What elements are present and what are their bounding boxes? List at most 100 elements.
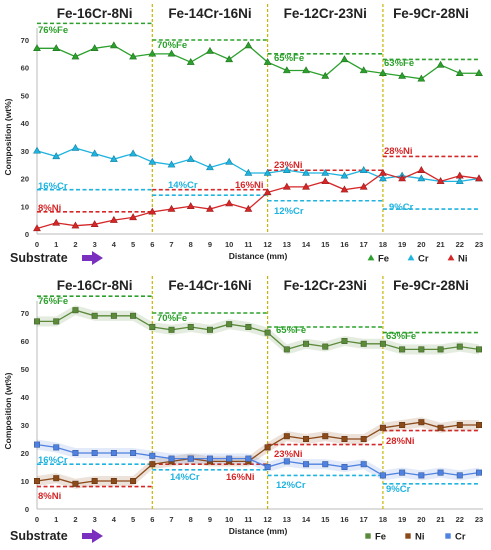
nominal-label: 8%Ni — [38, 203, 61, 214]
x-tick-label: 0 — [35, 240, 39, 249]
legend-marker — [365, 533, 371, 539]
data-point — [91, 312, 98, 319]
data-point — [186, 154, 195, 162]
x-tick-label: 11 — [244, 515, 252, 524]
data-point — [129, 149, 138, 157]
y-tick-label: 40 — [21, 393, 29, 402]
data-point — [72, 307, 79, 314]
x-tick-label: 13 — [283, 240, 291, 249]
y-tick-label: 70 — [21, 309, 29, 318]
x-tick-label: 0 — [35, 515, 39, 524]
chart-panel-2: Fe-16Cr-8Ni Fe-14Cr-16Ni Fe-12Cr-23Ni Fe-9C… — [3, 276, 483, 543]
data-point — [359, 66, 368, 74]
x-tick-label: 21 — [436, 515, 444, 524]
nominal-label: 16%Cr — [38, 181, 68, 192]
data-point — [283, 433, 290, 440]
data-point — [455, 177, 464, 185]
legend-marker — [447, 254, 455, 261]
data-point — [340, 171, 349, 179]
x-tick-label: 18 — [379, 515, 387, 524]
data-point — [399, 421, 406, 428]
x-tick-label: 1 — [54, 240, 58, 249]
nominal-label: 12%Cr — [276, 480, 306, 491]
data-point — [379, 340, 386, 347]
x-tick-label: 19 — [398, 515, 406, 524]
substrate-label: Substrate — [10, 529, 68, 543]
x-tick-label: 7 — [169, 240, 173, 249]
x-tick-label: 20 — [417, 240, 425, 249]
x-tick-label: 11 — [244, 240, 252, 249]
data-point — [167, 204, 176, 212]
nominal-label: 23%Ni — [274, 449, 303, 460]
data-point — [303, 340, 310, 347]
data-point — [109, 41, 118, 49]
data-point — [72, 480, 79, 487]
data-point — [455, 69, 464, 76]
data-point — [283, 346, 290, 353]
series-line-fe — [37, 44, 479, 80]
data-point — [90, 220, 99, 227]
x-tick-label: 21 — [436, 240, 444, 249]
data-point — [303, 461, 310, 468]
series-band — [37, 417, 479, 489]
chart-panel-1: Fe-16Cr-8Ni Fe-14Cr-16Ni Fe-12Cr-23Ni Fe-9C… — [3, 4, 483, 265]
region-label: Fe-12Cr-23Ni — [284, 278, 367, 293]
legend-marker — [405, 533, 411, 539]
data-point — [33, 477, 40, 484]
data-point — [33, 44, 41, 52]
data-point — [322, 461, 329, 468]
legend-label: Cr — [418, 254, 429, 265]
data-point — [437, 469, 444, 476]
region-label: Fe-9Cr-28Ni — [393, 278, 469, 293]
data-point — [264, 463, 271, 470]
data-point — [186, 202, 195, 209]
nominal-label: 16%Ni — [235, 180, 264, 191]
data-point — [436, 177, 445, 185]
data-point — [226, 455, 233, 462]
nominal-label: 14%Cr — [170, 472, 200, 483]
data-point — [167, 160, 176, 168]
y-tick-label: 0 — [25, 230, 29, 239]
y-tick-label: 40 — [21, 119, 29, 128]
data-point — [72, 449, 79, 456]
region-label: Fe-16Cr-8Ni — [57, 278, 133, 293]
data-point — [148, 157, 157, 165]
data-point — [244, 204, 253, 212]
series-line-ni — [36, 169, 480, 230]
legend-label: Fe — [375, 532, 386, 543]
data-point — [322, 433, 329, 440]
data-point — [340, 55, 349, 63]
x-tick-label: 4 — [112, 515, 117, 524]
data-point — [130, 449, 137, 456]
nominal-label: 8%Ni — [38, 491, 61, 502]
data-point — [360, 340, 367, 347]
y-tick-label: 50 — [21, 365, 29, 374]
data-point — [206, 455, 213, 462]
data-point — [33, 318, 40, 325]
data-point — [206, 326, 213, 333]
y-tick-label: 60 — [21, 337, 29, 346]
nominal-label: 9%Cr — [386, 484, 411, 495]
data-point — [225, 199, 234, 207]
data-point — [206, 46, 214, 54]
data-point — [91, 477, 98, 484]
data-point — [52, 44, 61, 52]
data-point — [91, 449, 98, 456]
y-tick-label: 50 — [21, 91, 29, 100]
data-point — [456, 343, 463, 350]
x-tick-label: 18 — [379, 240, 387, 249]
data-point — [71, 221, 80, 229]
data-point — [148, 207, 157, 215]
data-point — [321, 168, 330, 176]
region-label: Fe-16Cr-8Ni — [57, 6, 133, 21]
data-point — [245, 455, 252, 462]
x-tick-label: 7 — [169, 515, 173, 524]
x-tick-label: 16 — [340, 515, 348, 524]
data-point — [149, 452, 156, 459]
data-point — [129, 52, 138, 60]
data-point — [244, 41, 253, 49]
data-point — [378, 174, 387, 182]
data-point — [455, 171, 464, 179]
data-point — [53, 475, 60, 482]
y-axis-title: Composition (wt%) — [3, 372, 13, 449]
